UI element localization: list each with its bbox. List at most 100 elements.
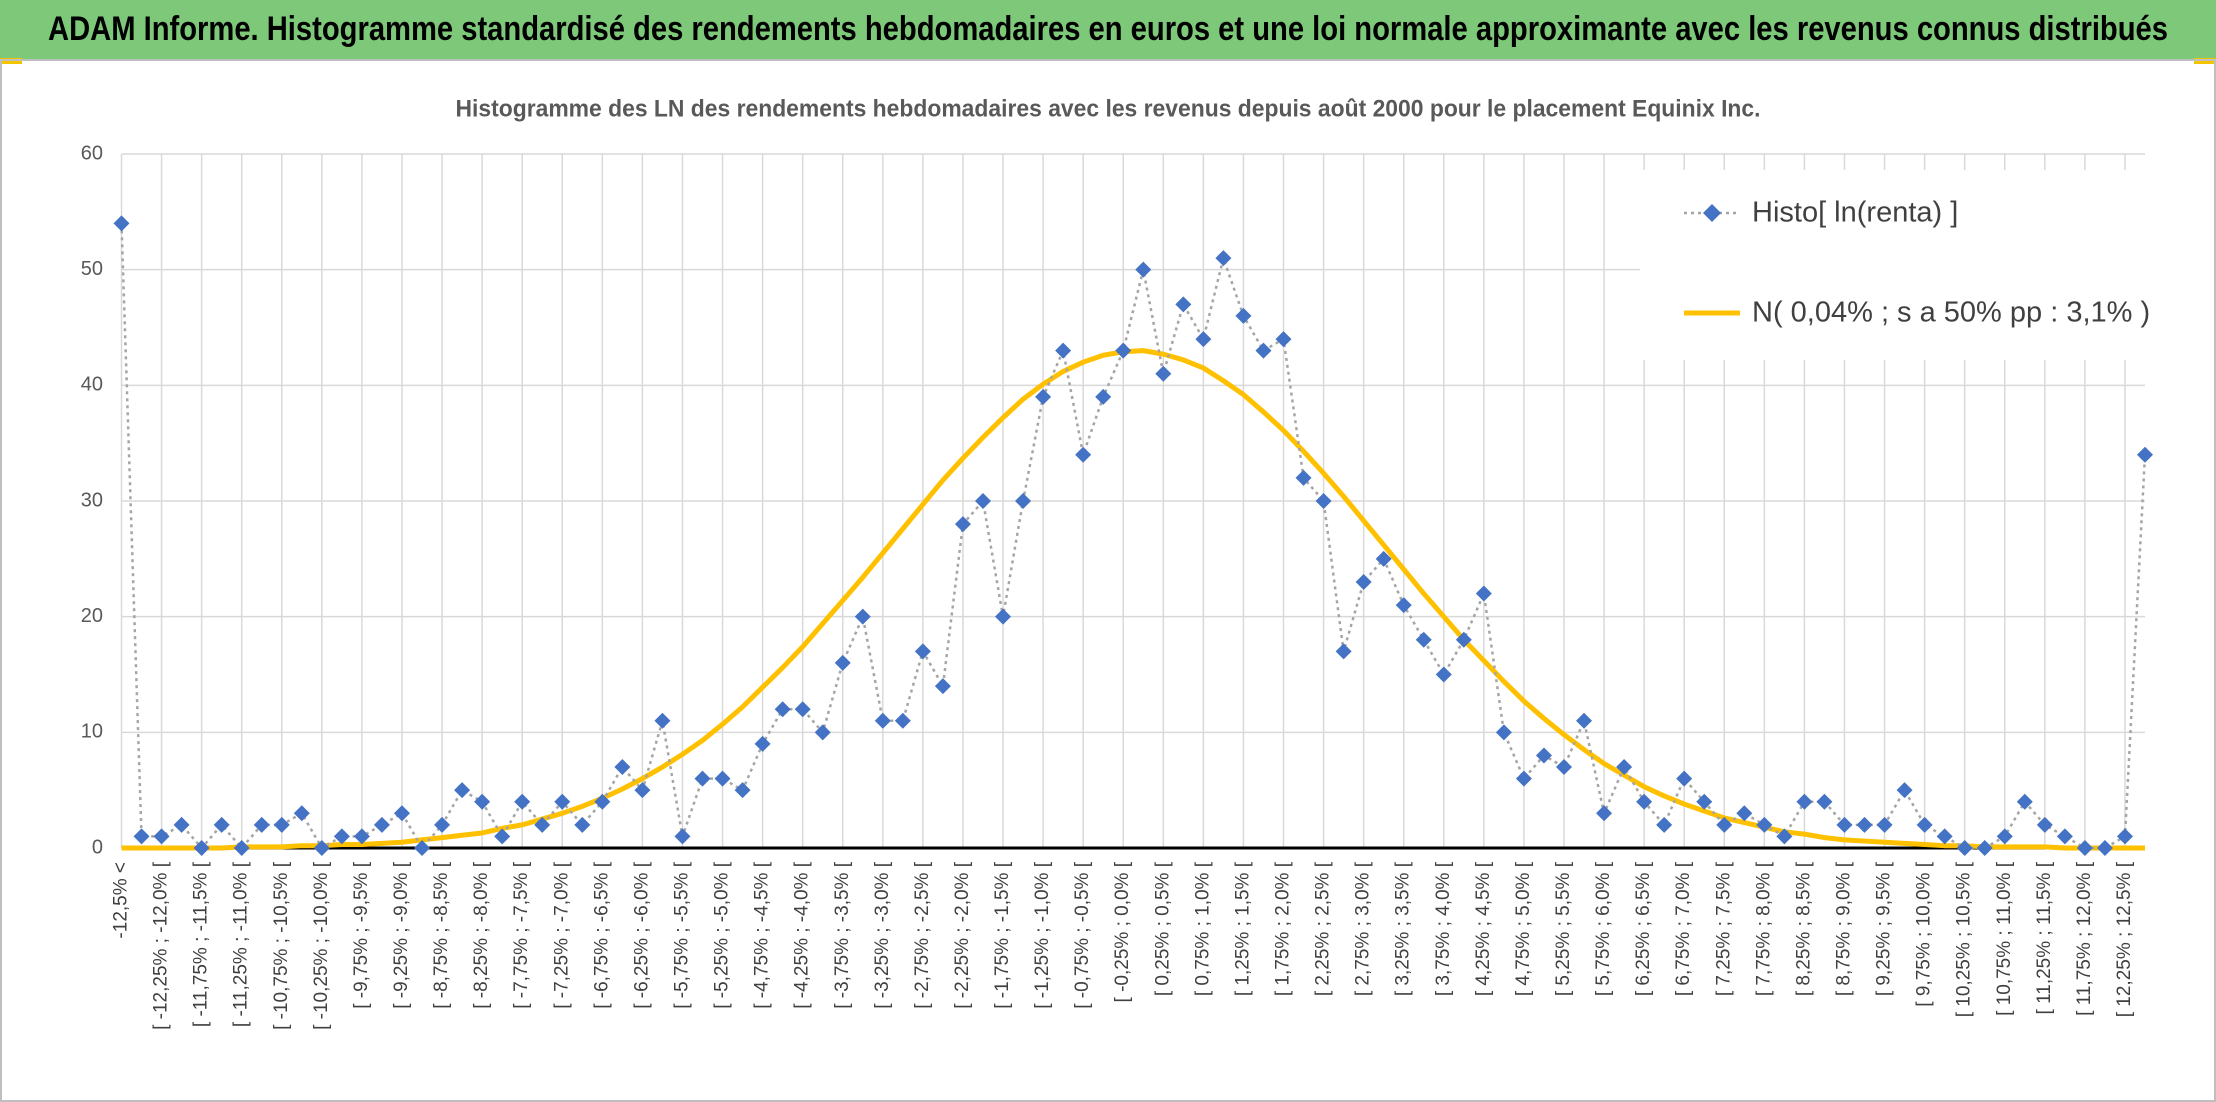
- plot-area: [113, 215, 2153, 856]
- data-point: [1035, 388, 1052, 405]
- x-tick-label: [ -3,75% ; -3,5% [: [832, 861, 853, 1009]
- data-point: [1375, 550, 1392, 567]
- data-point: [113, 215, 130, 232]
- x-tick-label: [ -10,25% ; -10,0% [: [311, 861, 332, 1030]
- chart-title: Histogramme des LN des rendements hebdom…: [456, 95, 1761, 122]
- x-tick-label: [ -7,75% ; -7,5% [: [511, 861, 532, 1009]
- data-point: [313, 840, 330, 856]
- grid: 0 10 20 30 40 50 60 -12,5% < [ -12,25% ; -12,0% …: [81, 142, 2145, 1030]
- data-point: [1576, 712, 1593, 729]
- data-point: [1836, 816, 1853, 833]
- data-point: [474, 793, 491, 810]
- data-point: [814, 724, 831, 741]
- x-tick-label: [ 3,75% ; 4,0% [: [1433, 861, 1454, 996]
- x-tick-label: -12,5% <: [111, 862, 132, 939]
- x-tick-label: [ -12,25% ; -12,0% [: [151, 861, 172, 1030]
- page-title: ADAM Informe. Histogramme standardisé de…: [48, 10, 2168, 48]
- y-tick-label: 60: [81, 142, 103, 164]
- legend-swatch: [1703, 204, 1721, 222]
- data-point: [1395, 597, 1412, 614]
- x-tick-label: [ -6,75% ; -6,5% [: [591, 861, 612, 1009]
- data-point: [494, 828, 511, 845]
- data-point: [2056, 828, 2073, 845]
- data-point: [1015, 493, 1032, 509]
- data-point: [1275, 331, 1292, 348]
- data-point: [1696, 793, 1713, 810]
- data-point: [1856, 816, 1873, 833]
- data-point: [874, 712, 891, 729]
- data-point: [995, 608, 1012, 625]
- data-point: [1215, 250, 1232, 267]
- data-point: [1976, 840, 1993, 856]
- x-tick-label: [ 4,75% ; 5,0% [: [1513, 861, 1534, 996]
- x-tick-label: [ -0,75% ; -0,5% [: [1072, 861, 1093, 1009]
- data-point: [1896, 782, 1913, 799]
- data-point: [1515, 770, 1532, 787]
- data-point: [1916, 816, 1933, 833]
- x-tick-label: [ 10,25% ; 10,5% [: [1954, 861, 1975, 1017]
- x-tick-label: [ -9,25% ; -9,0% [: [391, 861, 412, 1009]
- x-tick-label: [ 5,25% ; 5,5% [: [1553, 861, 1574, 996]
- x-tick-label: [ -11,25% ; -11,0% [: [231, 861, 252, 1027]
- x-tick-label: [ 12,25% ; 12,5% [: [2114, 861, 2135, 1017]
- data-point: [754, 735, 771, 752]
- data-point: [1175, 296, 1192, 313]
- x-tick-label: [ 6,75% ; 7,0% [: [1673, 861, 1694, 996]
- y-tick-label: 50: [81, 258, 103, 280]
- data-point: [1075, 446, 1092, 463]
- data-point: [794, 701, 811, 718]
- data-point: [153, 828, 170, 845]
- header-bar: [0, 0, 2216, 60]
- data-point: [454, 782, 471, 799]
- data-point: [333, 828, 350, 845]
- legend-box: [1640, 170, 2146, 360]
- chart-border: [0, 59, 2216, 1102]
- data-point: [1295, 469, 1312, 486]
- x-tick-label: [ 9,75% ; 10,0% [: [1914, 861, 1935, 1006]
- x-tick-label: [ -0,25% ; 0,0% [: [1112, 861, 1133, 1002]
- x-tick-label: [ 8,75% ; 9,0% [: [1833, 861, 1854, 996]
- data-point: [894, 712, 911, 729]
- x-tick-label: [ -5,25% ; -5,0% [: [712, 861, 733, 1009]
- data-point: [1716, 816, 1733, 833]
- data-point: [2076, 840, 2093, 856]
- y-tick-label: 40: [81, 374, 103, 396]
- data-point: [1055, 342, 1072, 359]
- x-tick-label: [ 3,25% ; 3,5% [: [1393, 861, 1414, 996]
- x-tick-label: [ 1,75% ; 2,0% [: [1273, 861, 1294, 996]
- x-tick-label: [ 7,75% ; 8,0% [: [1753, 861, 1774, 996]
- data-point: [554, 793, 571, 810]
- x-tick-label: [ -8,25% ; -8,0% [: [471, 861, 492, 1009]
- x-tick-label: [ -1,25% ; -1,0% [: [1032, 861, 1053, 1009]
- x-tick-label: [ -7,25% ; -7,0% [: [551, 861, 572, 1009]
- x-tick-label: [ 6,25% ; 6,5% [: [1633, 861, 1654, 996]
- legend: Histo[ ln(renta) ] N( 0,04% ; s a 50% pp …: [1640, 170, 2150, 360]
- legend-label: N( 0,04% ; s a 50% pp : 3,1% ): [1752, 297, 2150, 329]
- data-point: [594, 793, 611, 810]
- x-tick-label: [ 2,75% ; 3,0% [: [1353, 861, 1374, 996]
- data-point: [1155, 365, 1172, 382]
- y-tick-label: 10: [81, 721, 103, 743]
- x-tick-label: [ -9,75% ; -9,5% [: [351, 861, 372, 1009]
- data-point: [834, 654, 851, 671]
- data-point: [1936, 828, 1953, 845]
- y-tick-label: 0: [92, 836, 103, 858]
- x-tick-label: [ -8,75% ; -8,5% [: [431, 861, 452, 1009]
- data-point: [1756, 816, 1773, 833]
- data-point: [1435, 666, 1452, 683]
- y-tick-label: 30: [81, 489, 103, 511]
- data-point: [654, 712, 671, 729]
- data-point: [974, 493, 991, 509]
- data-point: [1956, 840, 1973, 856]
- data-point: [393, 805, 410, 822]
- data-point: [414, 840, 431, 856]
- x-tick-label: [ 11,25% ; 11,5% [: [2034, 861, 2055, 1014]
- x-tick-label: [ 0,75% ; 1,0% [: [1192, 861, 1213, 996]
- x-tick-label: [ -2,25% ; -2,0% [: [952, 861, 973, 1009]
- data-point: [1195, 331, 1212, 348]
- data-point: [2116, 828, 2133, 845]
- x-tick-label: [ 9,25% ; 9,5% [: [1874, 861, 1895, 996]
- data-point: [1676, 770, 1693, 787]
